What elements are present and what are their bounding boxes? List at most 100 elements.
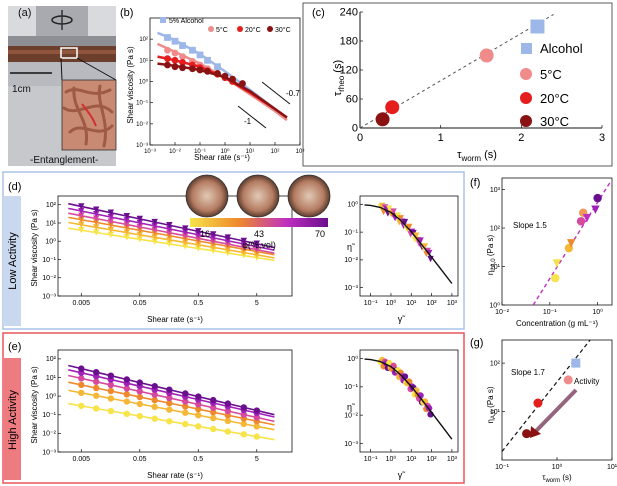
e-left-xtick-label: 5 bbox=[255, 456, 259, 463]
d-left-data-point bbox=[182, 232, 189, 240]
d-left-data-point bbox=[210, 247, 217, 255]
b-legend-marker-alcohol bbox=[160, 17, 166, 23]
b-data-point bbox=[196, 51, 204, 59]
e-left-xtick-label: 0.005 bbox=[73, 456, 91, 463]
panel-b: (b) Shear viscosity (Pa s) Shear rate (s… bbox=[120, 7, 304, 162]
d-left-data-point bbox=[182, 243, 189, 250]
low-activity-tab bbox=[3, 196, 21, 326]
c-legend-20c: 20°C bbox=[540, 91, 569, 106]
e-left-data-point bbox=[182, 420, 189, 428]
e-left-data-point bbox=[151, 415, 158, 422]
f-ylabel: ηLA,0 (Pa s) bbox=[486, 234, 497, 275]
c-xtick-label: 3 bbox=[599, 132, 605, 144]
e-left-data-point bbox=[195, 401, 202, 408]
b-data-point bbox=[171, 56, 179, 64]
d-right-data-point bbox=[401, 218, 409, 226]
e-left-data-point bbox=[240, 411, 248, 418]
e-left-data-point bbox=[151, 382, 158, 390]
e-left-data-point bbox=[93, 378, 100, 385]
e-right-ytick-label: 10⁻³ bbox=[344, 441, 358, 448]
e-right-ylabel: η̃ bbox=[347, 402, 356, 412]
e-left-data-point bbox=[93, 368, 100, 376]
d-left-data-point bbox=[151, 234, 158, 241]
d-left-data-point bbox=[210, 238, 217, 245]
e-left-data-point bbox=[136, 379, 143, 386]
d-left-axes-frame bbox=[57, 195, 293, 297]
g-activity-annotation: Activity bbox=[574, 377, 599, 386]
b-legend-30c: 30°C bbox=[275, 26, 291, 34]
c-legend-marker-20c bbox=[520, 92, 532, 104]
f-data-point bbox=[593, 193, 602, 203]
f-data-point bbox=[551, 273, 560, 283]
e-left-data-point bbox=[78, 365, 85, 372]
e-left-data-point bbox=[182, 403, 189, 410]
d-left-data-point bbox=[210, 231, 217, 238]
d-left-fit-line-1 bbox=[68, 221, 275, 259]
panel-c: (c) τrheo (s) τworm (s) 0 1 2 3 0 60 120 180 240… bbox=[302, 2, 613, 167]
d-left-data-point bbox=[195, 228, 202, 235]
c-data-point bbox=[530, 19, 545, 34]
e-right-xlabel: γ̃ bbox=[398, 470, 407, 480]
g-activity-arrow bbox=[533, 388, 578, 434]
b-xtick-label: 10⁰ bbox=[220, 148, 230, 155]
d-left-ytick-label: 10⁻³ bbox=[42, 293, 56, 300]
e-left-data-point bbox=[253, 407, 260, 414]
d-left-data-point bbox=[195, 235, 202, 242]
e-left-data-point bbox=[78, 381, 85, 389]
d-left-fit-line-5 bbox=[68, 202, 275, 249]
e-left-data-point bbox=[182, 398, 189, 405]
e-right-xtick-label: 10¹ bbox=[406, 456, 417, 463]
d-left-data-point bbox=[151, 218, 158, 226]
d-left-data-point bbox=[136, 223, 143, 231]
e-left-data-point bbox=[78, 375, 85, 382]
e-left-data-point bbox=[123, 391, 131, 398]
panel-label-e: (e) bbox=[8, 341, 21, 353]
e-left-data-point bbox=[210, 404, 217, 411]
e-left-data-point bbox=[166, 406, 173, 413]
e-left-data-point bbox=[240, 431, 248, 438]
e-left-data-point bbox=[166, 399, 173, 407]
scale-bar-label: 1cm bbox=[12, 84, 31, 95]
e-right-axes-frame bbox=[359, 349, 459, 453]
d-left-ytick-label: 10¹ bbox=[46, 220, 57, 227]
d-left-data-point bbox=[107, 213, 115, 221]
d-right-xtick-label: 10² bbox=[427, 300, 438, 307]
b-data-point bbox=[221, 72, 229, 80]
e-left-data-point bbox=[123, 410, 131, 418]
panel-f: (f) ηLA,0 (Pa s) Concentration (g mL⁻¹) … bbox=[470, 177, 613, 328]
panel-d: Low Activity (d) Shear viscosity (Pa s) … bbox=[2, 171, 465, 330]
e-left-data-point bbox=[210, 396, 217, 404]
d-right-xtick-label: 10¹ bbox=[406, 300, 417, 307]
e-right-xtick-label: 10⁰ bbox=[386, 455, 397, 463]
e-left-data-point bbox=[78, 402, 85, 410]
e-left-data-point bbox=[93, 392, 100, 399]
b-slope-line-2 bbox=[237, 105, 267, 129]
panel-label-g: (g) bbox=[470, 337, 483, 349]
e-left-data-point bbox=[107, 387, 115, 395]
b-data-point bbox=[179, 53, 186, 61]
b-data-point bbox=[229, 75, 236, 83]
d-left-data-point bbox=[182, 239, 189, 246]
e-left-data-point bbox=[123, 376, 131, 383]
d-right-ytick-label: 10⁻² bbox=[344, 257, 358, 264]
e-left-data-point bbox=[136, 388, 143, 395]
panel-label-c: (c) bbox=[312, 7, 325, 19]
b-xtick-label: 10¹ bbox=[246, 149, 255, 155]
d-left-data-point bbox=[136, 227, 143, 234]
b-data-point bbox=[179, 58, 186, 66]
b-legend-marker-20c bbox=[237, 26, 243, 32]
b-data-point bbox=[171, 37, 179, 45]
b-xtick-label: 10⁻³ bbox=[144, 149, 156, 155]
e-left-data-point bbox=[123, 398, 131, 405]
c-legend-5c: 5°C bbox=[540, 67, 562, 82]
d-right-axes-frame bbox=[359, 195, 459, 297]
d-left-xtick-label: 5 bbox=[255, 300, 259, 307]
b-xtick-label: 10² bbox=[271, 149, 280, 155]
d-left-ytick-label: 10⁻² bbox=[42, 275, 56, 282]
d-left-data-point bbox=[195, 231, 202, 238]
d-right-data-point bbox=[394, 212, 402, 220]
d-left-data-point bbox=[93, 206, 100, 213]
d-left-xtick-label: 0.05 bbox=[133, 300, 147, 307]
d-right-xlabel: γ̃ bbox=[398, 314, 407, 324]
f-xtick-label: 10⁰ bbox=[592, 308, 603, 316]
